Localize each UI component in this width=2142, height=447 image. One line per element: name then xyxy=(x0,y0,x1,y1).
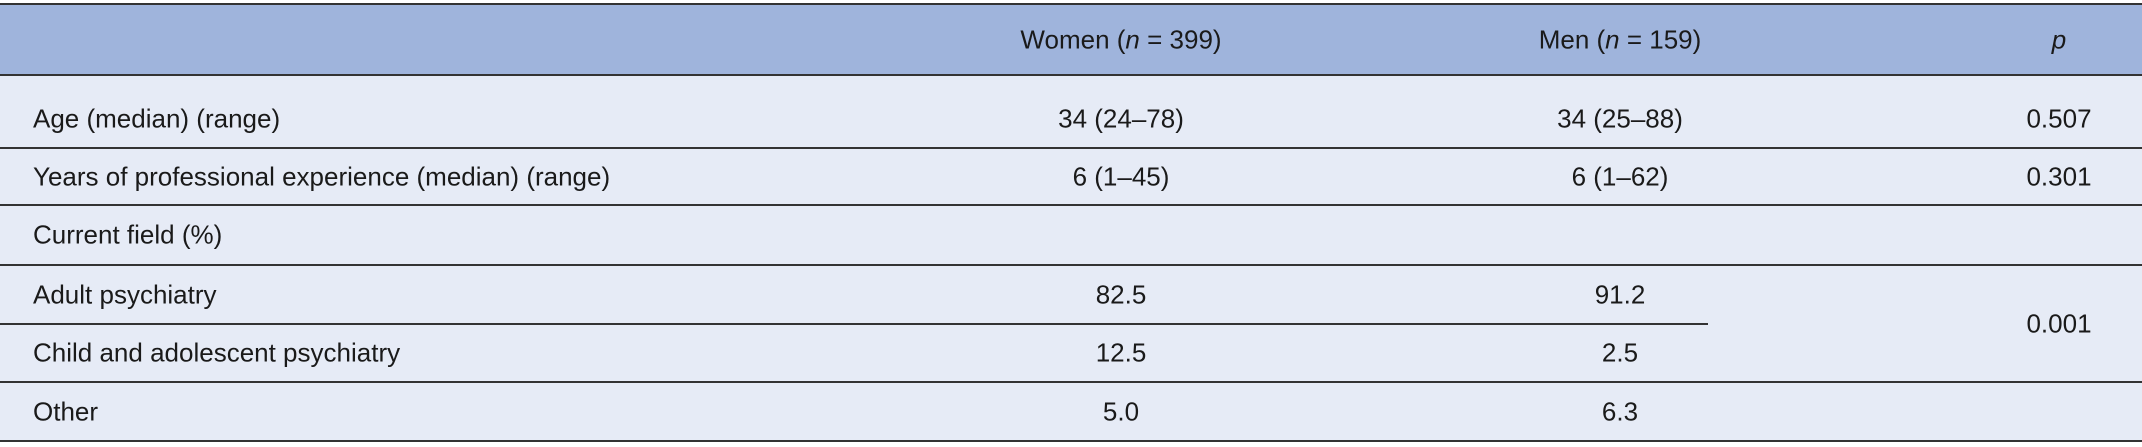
italic-symbol: n xyxy=(1125,24,1140,55)
p-value: 0.001 xyxy=(2026,308,2092,339)
women-value: 34 (24–78) xyxy=(1058,103,1184,133)
row-label: Current field (%) xyxy=(33,219,223,250)
row-label: Adult psychiatry xyxy=(33,279,217,309)
top-rule xyxy=(0,3,2142,5)
p-value: 0.507 xyxy=(2026,103,2092,133)
header-text: = 159) xyxy=(1619,24,1702,55)
italic-symbol: n xyxy=(1605,24,1620,55)
header-background xyxy=(0,4,2142,75)
row-rule xyxy=(0,147,2142,149)
p-value: 0.301 xyxy=(2026,161,2092,191)
men-value: 34 (25–88) xyxy=(1557,103,1683,133)
men-value: 91.2 xyxy=(1594,279,1646,309)
row-label: Child and adolescent psychiatry xyxy=(33,337,401,368)
column-header: Men (n = 159) xyxy=(1539,25,1702,56)
women-value: 5.0 xyxy=(1102,396,1140,426)
women-value: 12.5 xyxy=(1095,337,1147,368)
women-value: 82.5 xyxy=(1095,279,1147,309)
women-value: 6 (1–45) xyxy=(1072,161,1170,191)
row-rule xyxy=(0,440,2142,442)
men-value: 6 (1–62) xyxy=(1571,161,1669,191)
header-text: Men ( xyxy=(1538,24,1606,55)
row-rule xyxy=(0,381,2142,383)
row-rule xyxy=(0,323,1708,325)
header-text: = 399) xyxy=(1139,24,1222,55)
row-label: Age (median) (range) xyxy=(33,103,281,133)
row-label: Other xyxy=(33,396,99,426)
row-label: Years of professional experience (median… xyxy=(33,161,611,191)
column-header: Women (n = 399) xyxy=(1020,25,1221,56)
men-value: 6.3 xyxy=(1601,396,1639,426)
header-text: Women ( xyxy=(1020,24,1126,55)
body-background xyxy=(0,75,2142,441)
row-rule xyxy=(0,204,2142,206)
italic-symbol: p xyxy=(2051,24,2067,55)
column-header: p xyxy=(2052,25,2066,56)
row-rule xyxy=(0,264,2142,266)
men-value: 2.5 xyxy=(1601,337,1639,368)
header-rule xyxy=(0,74,2142,76)
